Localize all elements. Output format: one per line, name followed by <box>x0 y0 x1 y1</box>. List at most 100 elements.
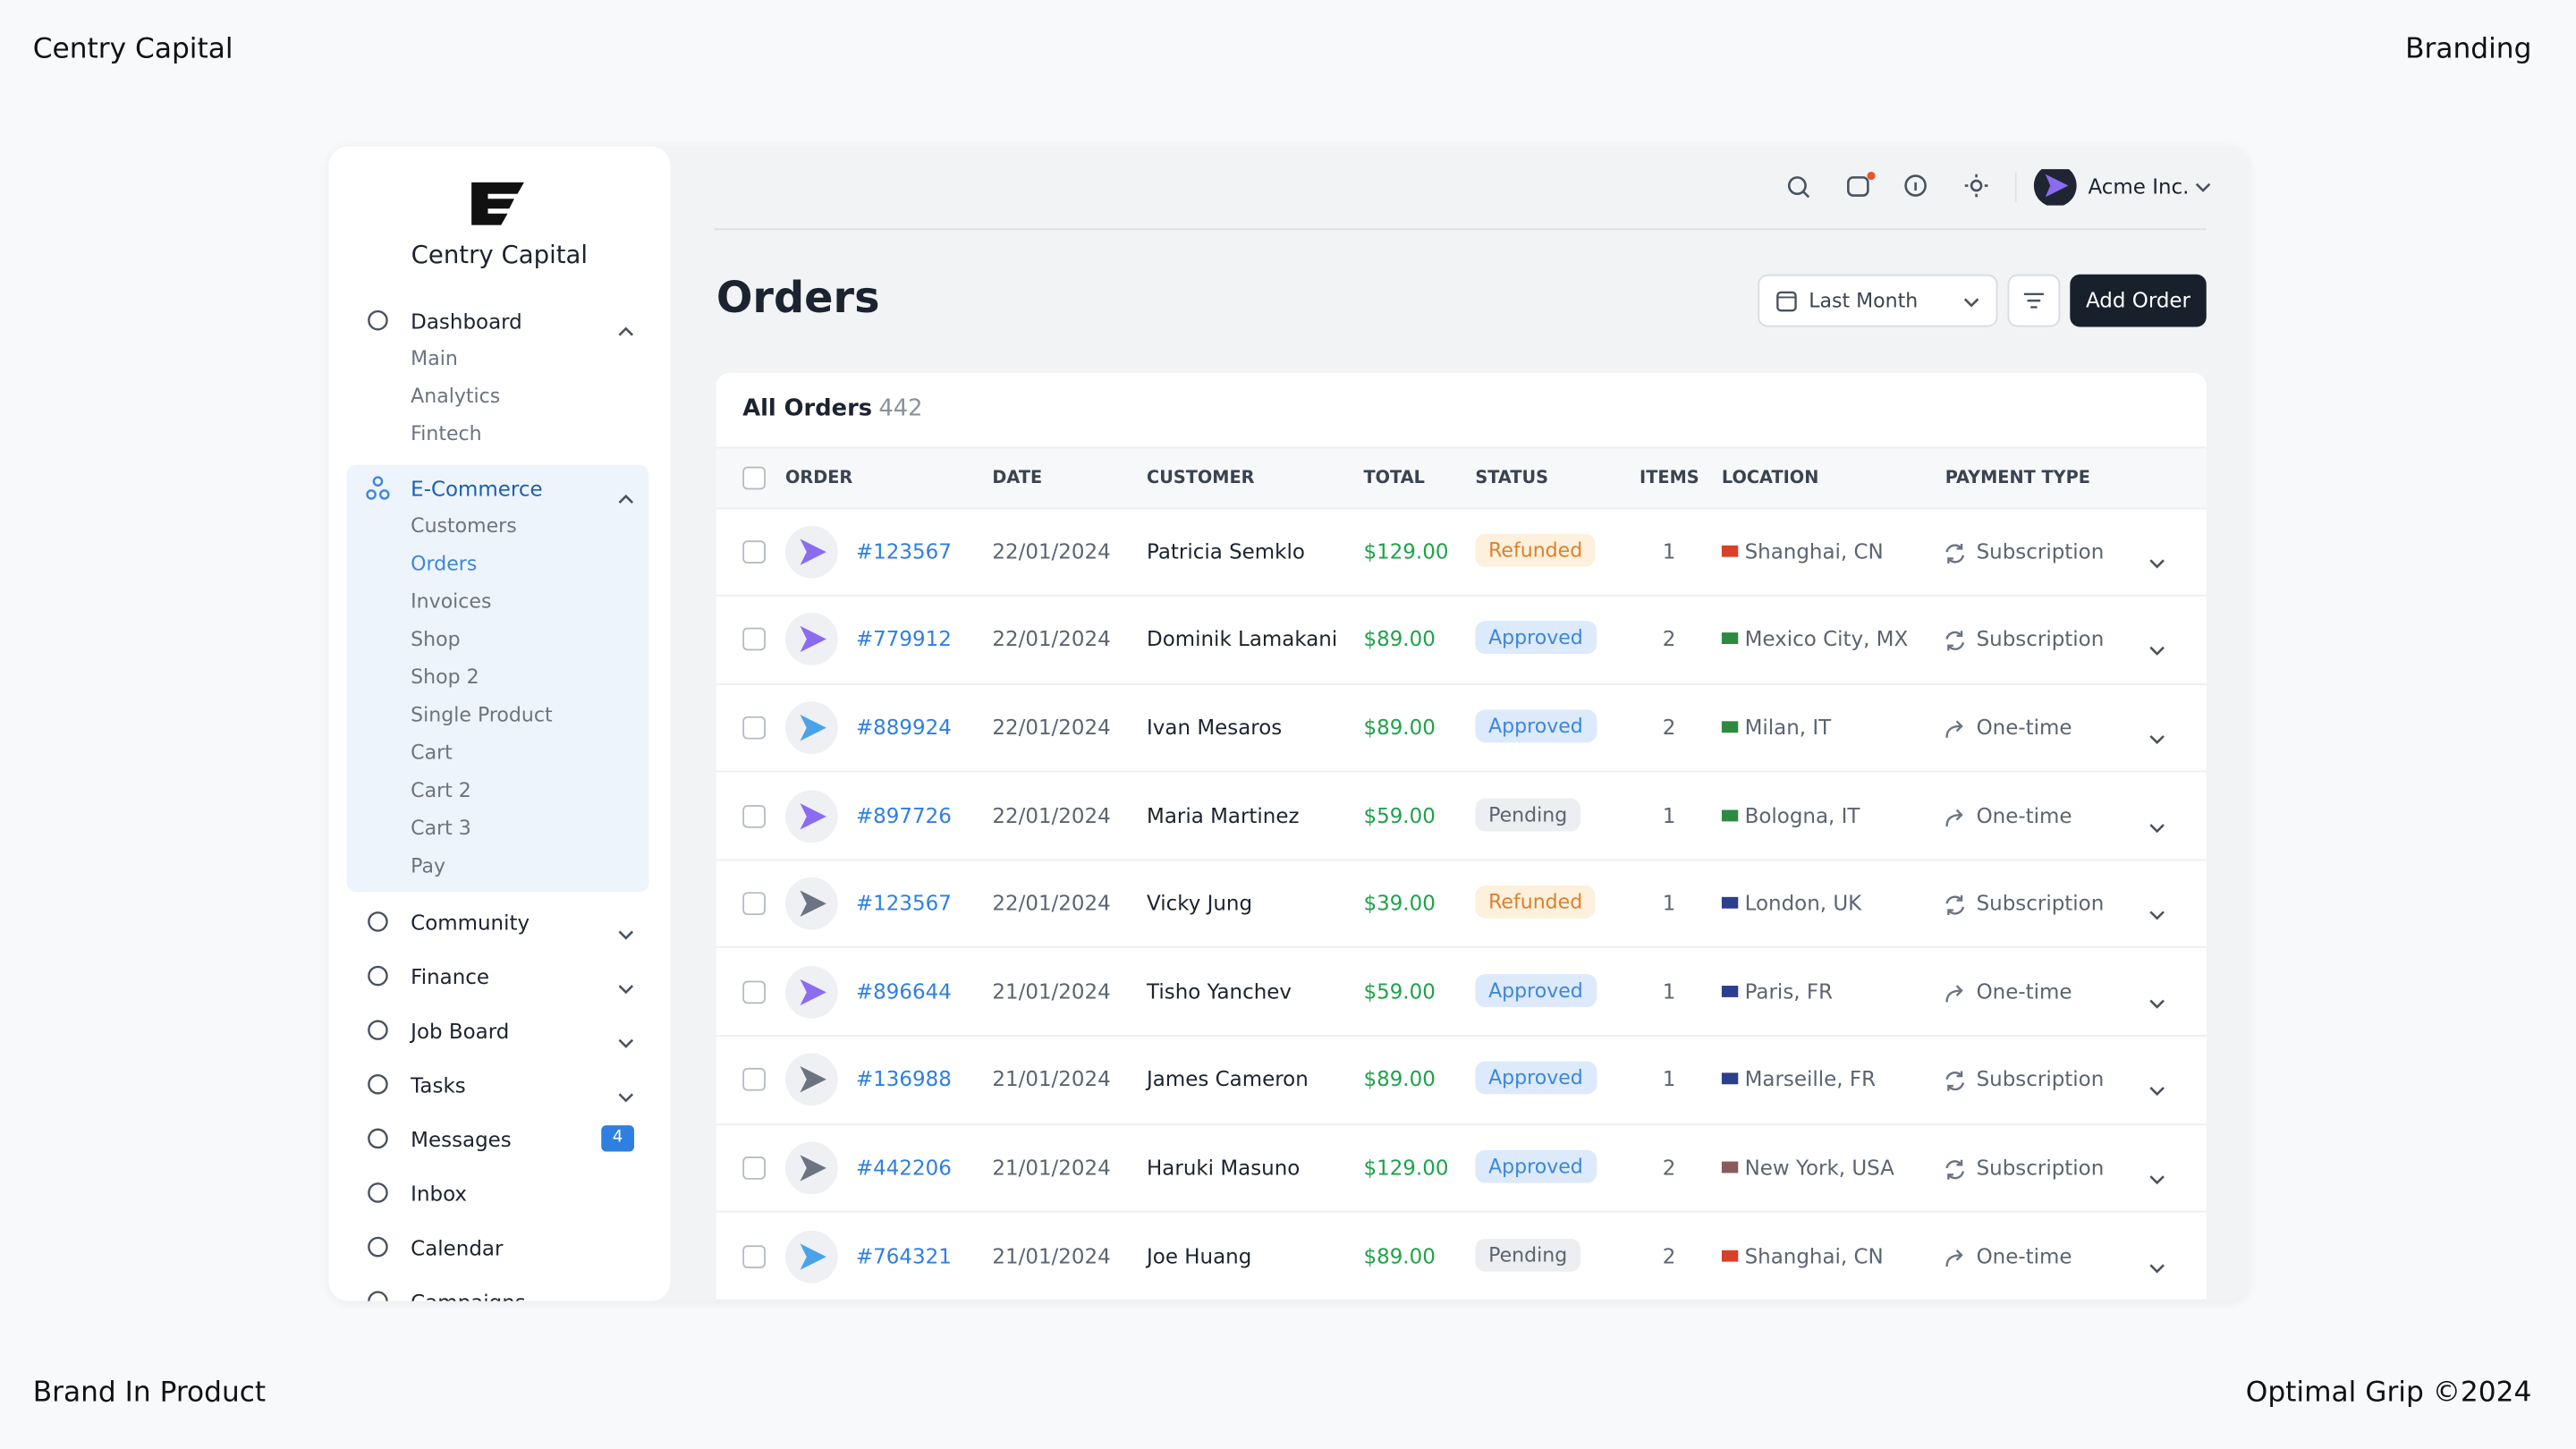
payment-icon <box>1944 804 1967 835</box>
nav-link[interactable]: Calendar <box>411 1235 504 1260</box>
page-title: Orders <box>716 274 880 324</box>
cell-payment: Subscription <box>1976 1155 2105 1180</box>
row-expand <box>2148 721 2165 752</box>
cell-customer: Haruki Masuno <box>1147 1155 1301 1180</box>
nav-link[interactable]: Community <box>411 910 530 936</box>
order-icon-svg <box>784 877 838 930</box>
cell-order[interactable]: #897726 <box>855 802 952 827</box>
payment-icon <box>1944 540 1967 572</box>
cell-order[interactable]: #442206 <box>855 1155 952 1180</box>
nav-item[interactable]: Customers <box>411 513 517 538</box>
badge: 4 <box>601 1125 634 1152</box>
cell-date: 22/01/2024 <box>992 538 1111 564</box>
column-header: STATUS <box>1475 468 1549 488</box>
nav-item[interactable]: Fintech <box>411 422 482 445</box>
checkbox[interactable] <box>742 1068 766 1092</box>
nav-link[interactable]: Finance <box>411 964 490 989</box>
nav-group[interactable]: E-Commerce <box>411 476 543 502</box>
cell-date: 21/01/2024 <box>992 979 1111 1004</box>
order-icon-svg <box>784 701 838 755</box>
nav-icon-svg <box>368 1182 388 1203</box>
nav-link[interactable]: Messages <box>411 1127 512 1152</box>
cell-payment: Subscription <box>1976 626 2105 652</box>
nav-item[interactable]: Cart <box>411 741 453 765</box>
add-order-button[interactable]: Add Order <box>2070 274 2207 327</box>
filter-button[interactable] <box>2007 274 2061 327</box>
nav-item[interactable]: Shop <box>411 627 461 651</box>
checkbox[interactable] <box>742 804 766 827</box>
cell-date: 22/01/2024 <box>992 802 1111 827</box>
nav-icon <box>365 1180 391 1213</box>
nav-item[interactable]: Analytics <box>411 384 501 408</box>
status-pill: Refunded <box>1475 533 1596 567</box>
nav-item[interactable]: Pay <box>411 854 446 877</box>
checkbox[interactable] <box>742 980 766 1004</box>
nav-item[interactable]: Single Product <box>411 703 553 726</box>
cell-payment: One-time <box>1976 1242 2072 1268</box>
row-expand-svg <box>2149 1263 2165 1273</box>
nav-icon-svg <box>368 1073 388 1095</box>
cell-customer: Tisho Yanchev <box>1147 979 1292 1004</box>
cell-total: $129.00 <box>1363 538 1449 564</box>
account-menu[interactable]: Acme Inc. <box>2088 174 2190 199</box>
payment-icon-svg <box>1945 1072 1965 1092</box>
nav-item[interactable]: Cart 2 <box>411 778 471 802</box>
payment-icon-svg <box>1945 1159 1965 1180</box>
row-divider <box>716 946 2207 949</box>
row-expand-svg <box>2149 999 2165 1009</box>
row-divider <box>716 1299 2207 1301</box>
nav-link[interactable]: Inbox <box>411 1181 468 1207</box>
cell-order[interactable]: #779912 <box>855 626 952 652</box>
nav-item[interactable]: Cart 3 <box>411 816 471 840</box>
column-header: TOTAL <box>1363 468 1425 488</box>
cell-items: 2 <box>1662 626 1676 652</box>
active-group-bg <box>346 464 649 893</box>
checkbox[interactable] <box>742 892 766 916</box>
cell-order[interactable]: #136988 <box>855 1066 952 1092</box>
flag <box>1721 809 1739 821</box>
checkbox[interactable] <box>742 1157 766 1180</box>
cell-order[interactable]: #123567 <box>855 538 952 564</box>
checkbox[interactable] <box>742 539 766 564</box>
payment-icon-svg <box>1945 1249 1963 1267</box>
chevron <box>618 971 634 1003</box>
order-icon-svg <box>784 789 838 843</box>
cell-order[interactable]: #896644 <box>855 979 952 1004</box>
checkbox[interactable] <box>742 628 766 652</box>
cell-order[interactable]: #764321 <box>855 1242 952 1268</box>
row-divider <box>716 1211 2207 1213</box>
cell-order[interactable]: #123567 <box>855 890 952 916</box>
nav-icon <box>365 475 391 508</box>
nav-icon <box>365 1072 391 1105</box>
nav-link[interactable]: Tasks <box>411 1072 466 1097</box>
chevron-svg <box>618 985 634 995</box>
nav-item[interactable]: Main <box>411 346 458 370</box>
chevron <box>618 481 634 513</box>
nav-item[interactable]: Invoices <box>411 589 492 614</box>
cell-total: $129.00 <box>1363 1155 1449 1180</box>
cell-date: 22/01/2024 <box>992 890 1111 916</box>
chevron <box>618 314 634 345</box>
brand-label: Centry Capital <box>32 32 233 66</box>
chevron <box>618 1025 634 1056</box>
column-header: LOCATION <box>1721 468 1819 488</box>
nav-item[interactable]: Shop 2 <box>411 665 479 689</box>
cell-items: 1 <box>1662 890 1676 916</box>
nav-item[interactable]: Orders <box>411 552 478 575</box>
chevron <box>1963 298 1979 308</box>
cell-items: 1 <box>1662 538 1676 564</box>
nav-link[interactable]: Job Board <box>411 1018 510 1044</box>
cell-order[interactable]: #889924 <box>855 714 952 740</box>
nav-link[interactable]: Campaigns <box>411 1290 526 1301</box>
checkbox[interactable] <box>742 466 766 490</box>
checkbox[interactable] <box>742 716 766 740</box>
app-window: Centry Capital Dashboard Main Analytics Fin… <box>328 146 2250 1301</box>
row-expand-svg <box>2149 559 2165 569</box>
nav-icon-svg <box>368 1020 388 1040</box>
cell-location: Milan, IT <box>1744 714 1832 740</box>
date-filter[interactable]: Last Month <box>1758 274 1998 327</box>
cell-customer: Joe Huang <box>1147 1242 1252 1268</box>
checkbox[interactable] <box>742 1244 766 1268</box>
payment-icon-svg <box>1945 808 1963 826</box>
nav-group[interactable]: Dashboard <box>411 309 522 334</box>
